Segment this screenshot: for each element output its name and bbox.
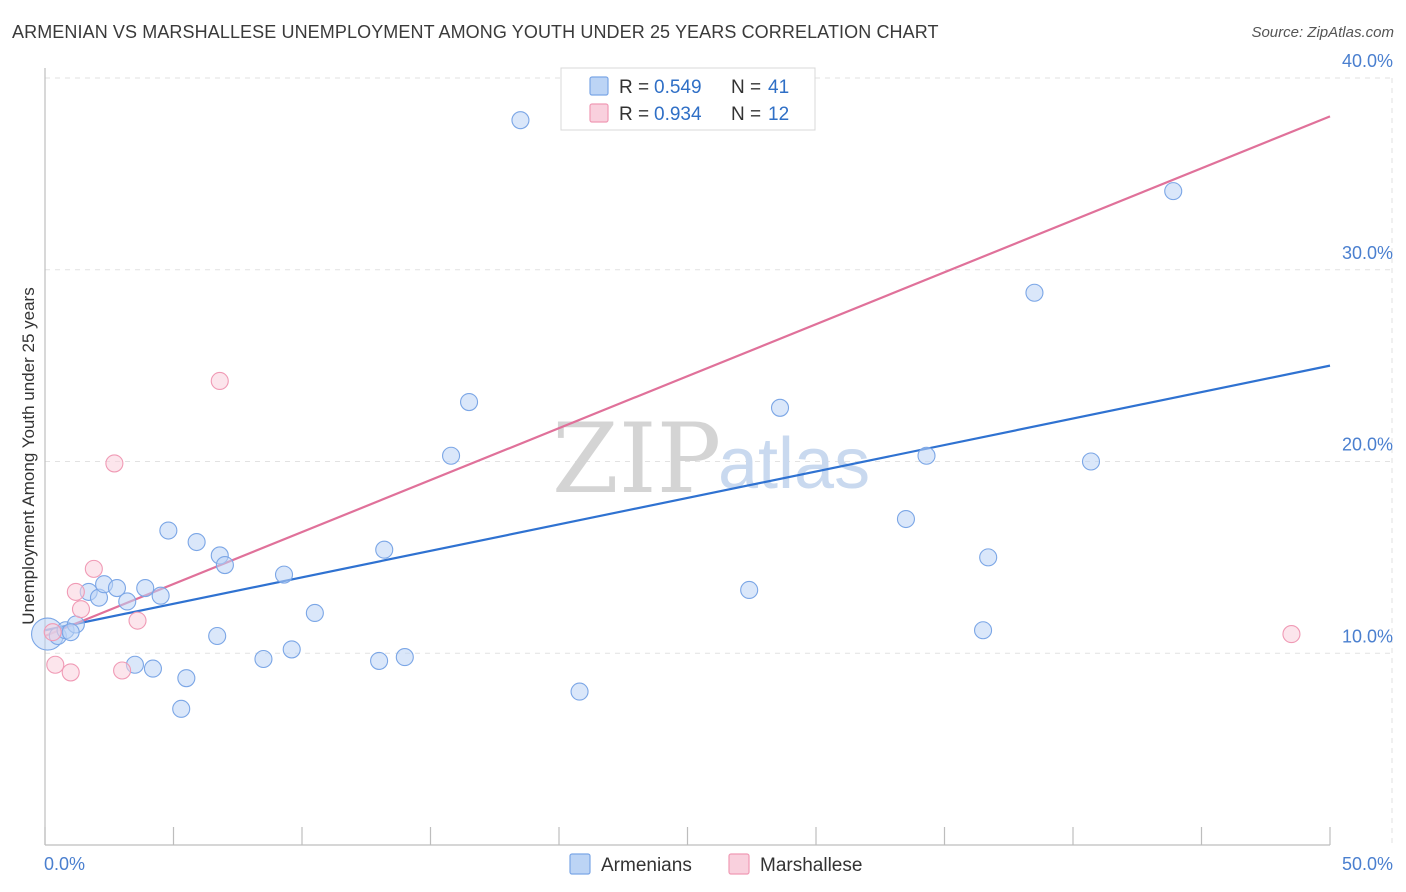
point-armenians: [459, 393, 479, 412]
legend-n-value-1: 41: [768, 77, 789, 98]
point-armenians: [570, 682, 589, 701]
point-armenians: [208, 626, 227, 646]
point-marshallese: [210, 371, 229, 391]
point-marshallese: [43, 623, 62, 642]
point-armenians: [143, 659, 162, 678]
point-armenians: [305, 603, 324, 623]
point-armenians: [770, 398, 790, 417]
point-armenians: [151, 586, 170, 605]
point-marshallese: [61, 663, 80, 682]
trendlines: [44, 115, 1331, 638]
point-armenians: [187, 532, 206, 552]
legend-swatch-marshallese: [589, 103, 609, 123]
point-armenians: [215, 555, 234, 575]
point-marshallese: [113, 661, 132, 680]
legend-n-value-2: 12: [768, 104, 789, 125]
x-tick-label-min: 0.0%: [44, 854, 85, 874]
legend-swatch-armenians: [589, 76, 609, 96]
point-armenians: [118, 592, 137, 611]
point-armenians: [395, 648, 414, 667]
legend-r-label-1: R =: [619, 77, 649, 98]
point-armenians: [917, 446, 936, 465]
point-armenians: [740, 580, 759, 600]
y-axis-label: Unemployment Among Youth under 25 years: [19, 287, 38, 624]
point-armenians: [1025, 283, 1044, 302]
source-label: Source: ZipAtlas.com: [1251, 24, 1394, 41]
point-armenians: [61, 623, 80, 642]
y-tick-labels: 10.0% 20.0% 30.0% 40.0%: [1342, 51, 1393, 646]
point-marshallese: [84, 559, 103, 578]
legend-n-label-1: N =: [731, 77, 761, 98]
axes: [44, 68, 1331, 846]
point-armenians: [442, 446, 461, 465]
point-marshallese: [46, 655, 65, 674]
point-armenians: [375, 540, 394, 559]
point-armenians: [1081, 452, 1101, 471]
x-tick-label-max: 50.0%: [1342, 854, 1393, 874]
point-armenians: [896, 509, 916, 529]
point-armenians: [973, 621, 993, 640]
point-marshallese: [128, 611, 147, 630]
point-armenians: [282, 640, 301, 659]
chart-title: ARMENIAN VS MARSHALLESE UNEMPLOYMENT AMO…: [12, 22, 939, 42]
x-tick-labels: 0.0% 50.0%: [44, 854, 1393, 874]
data-points: [31, 105, 1301, 718]
y-tick-label: 40.0%: [1342, 51, 1393, 71]
point-marshallese: [66, 582, 85, 601]
legend-n-label-2: N =: [731, 104, 761, 125]
bottom-legend-armenians: Armenians: [601, 855, 692, 876]
y-tick-label: 10.0%: [1342, 626, 1393, 646]
point-armenians: [979, 548, 998, 567]
point-armenians: [177, 669, 196, 688]
point-armenians: [370, 651, 389, 670]
point-armenians: [254, 649, 273, 669]
point-armenians: [159, 521, 178, 540]
legend-r-value-2: 0.934: [654, 104, 702, 125]
watermark-atlas: atlas: [718, 424, 870, 504]
gridlines: [45, 77, 1393, 845]
trendline-marshallese: [44, 115, 1331, 638]
point-armenians: [172, 699, 191, 718]
point-marshallese: [71, 600, 91, 619]
y-tick-label: 30.0%: [1342, 243, 1393, 263]
point-armenians: [274, 565, 294, 584]
bottom-legend-swatch-marshallese: [728, 853, 750, 875]
point-armenians: [107, 579, 127, 598]
point-armenians: [511, 111, 530, 130]
y-tick-label: 20.0%: [1342, 435, 1393, 455]
point-marshallese: [105, 454, 124, 473]
legend: R = 0.549 N = 41 R = 0.934 N = 12: [560, 67, 816, 131]
point-marshallese: [1282, 625, 1301, 644]
point-armenians: [1164, 182, 1183, 201]
legend-r-label-2: R =: [619, 104, 649, 125]
point-armenians: [136, 579, 155, 598]
legend-r-value-1: 0.549: [654, 77, 702, 98]
bottom-legend-swatch-armenians: [569, 853, 591, 875]
bottom-legend-marshallese: Marshallese: [760, 855, 862, 876]
bottom-legend: Armenians Marshallese: [569, 853, 862, 876]
trendline-armenians: [44, 364, 1331, 632]
